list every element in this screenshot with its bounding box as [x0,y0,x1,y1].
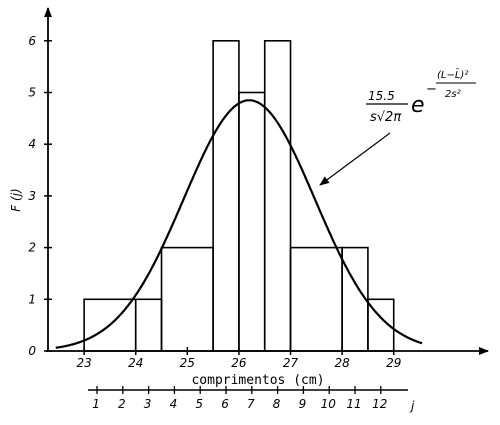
y-ticks: 0 1 2 3 4 5 6 [28,34,52,358]
histogram-bar [367,298,395,352]
j-tick-label: 11 [346,397,361,411]
histogram-bar [238,91,266,352]
j-tick-label: 3 [144,397,152,411]
y-tick-label: 5 [28,86,36,100]
j-tick-label: 2 [118,397,126,411]
formula-annotation: 15.5 s√2π e − (L−L̄)² 2s² [366,68,476,125]
j-tick-label: 8 [273,397,281,411]
y-tick-label: 2 [28,241,36,255]
formula-coefficient-numerator: 15.5 [368,89,395,103]
formula-exponent-numerator: (L−L̄)² [437,68,468,81]
x-tick-label: 23 [76,356,91,370]
x-tick-label: 26 [231,356,247,370]
x-tick-label: 25 [180,356,195,370]
j-tick-label: 6 [221,397,229,411]
normal-curve [55,99,423,349]
x-axis-label: comprimentos (cm) [191,373,324,388]
j-tick-label: 12 [372,397,387,411]
y-tick-label: 1 [28,292,36,306]
j-tick-label: 4 [170,397,178,411]
y-tick-label: 0 [28,344,36,358]
formula-base: e [411,93,425,118]
y-axis-label: F (j) [9,188,23,211]
histogram-bar [289,246,343,352]
annotation-arrow [319,132,391,186]
j-tick-label: 10 [321,397,337,411]
x-tick-label: 24 [128,356,143,370]
formula-coefficient-denominator: s√2π [370,110,401,125]
x-tick-label: 28 [334,356,350,370]
histogram-bar [263,39,292,352]
j-axis-label: j [409,399,415,413]
y-tick-label: 4 [28,137,36,151]
j-ticks: 1 2 3 4 5 6 7 8 9 10 11 12 [92,386,387,411]
y-tick-label: 6 [28,34,36,48]
histogram-bar [160,246,214,352]
histogram-bar [212,39,240,352]
j-tick-label: 9 [299,397,307,411]
histogram-bars [83,39,395,352]
j-tick-label: 5 [195,397,203,411]
j-tick-label: 1 [92,397,100,411]
formula-exponent-sign: − [426,82,437,97]
formula-exponent-denominator: 2s² [445,89,461,100]
y-tick-label: 3 [28,189,36,203]
x-tick-label: 27 [283,356,299,370]
j-tick-label: 7 [247,397,255,411]
x-tick-label: 29 [386,356,401,370]
histogram-bar [134,298,163,352]
histogram-bar [341,246,369,352]
